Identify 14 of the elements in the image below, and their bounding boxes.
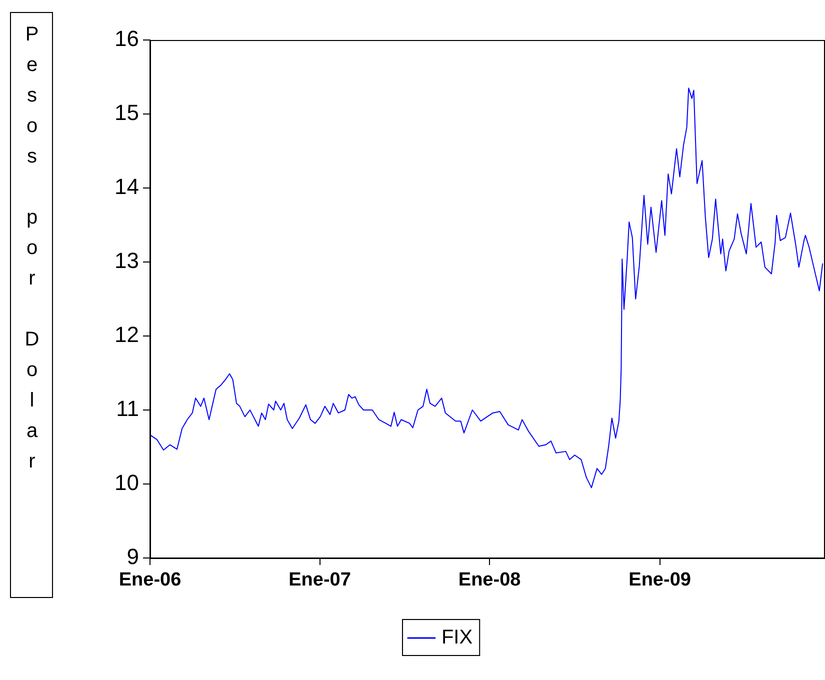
text: Pesos por Dolar — [24, 24, 40, 473]
y-tick-label: 14 — [114, 174, 139, 200]
legend-label: FIX — [441, 626, 473, 649]
x-tick-label: Ene-09 — [628, 570, 691, 591]
y-tick-label: 16 — [114, 26, 139, 52]
y-tick-label: 13 — [114, 248, 139, 274]
x-tick-label: Ene-08 — [458, 570, 521, 591]
x-tick-label: Ene-06 — [118, 570, 182, 591]
y-tick-label: 10 — [114, 470, 139, 496]
y-tick-label: 15 — [114, 100, 139, 126]
x-tick-label: Ene-07 — [288, 570, 351, 591]
y-tick-label: 9 — [126, 544, 139, 570]
y-tick-label: 11 — [116, 396, 139, 422]
y-tick-label: 12 — [114, 322, 139, 348]
